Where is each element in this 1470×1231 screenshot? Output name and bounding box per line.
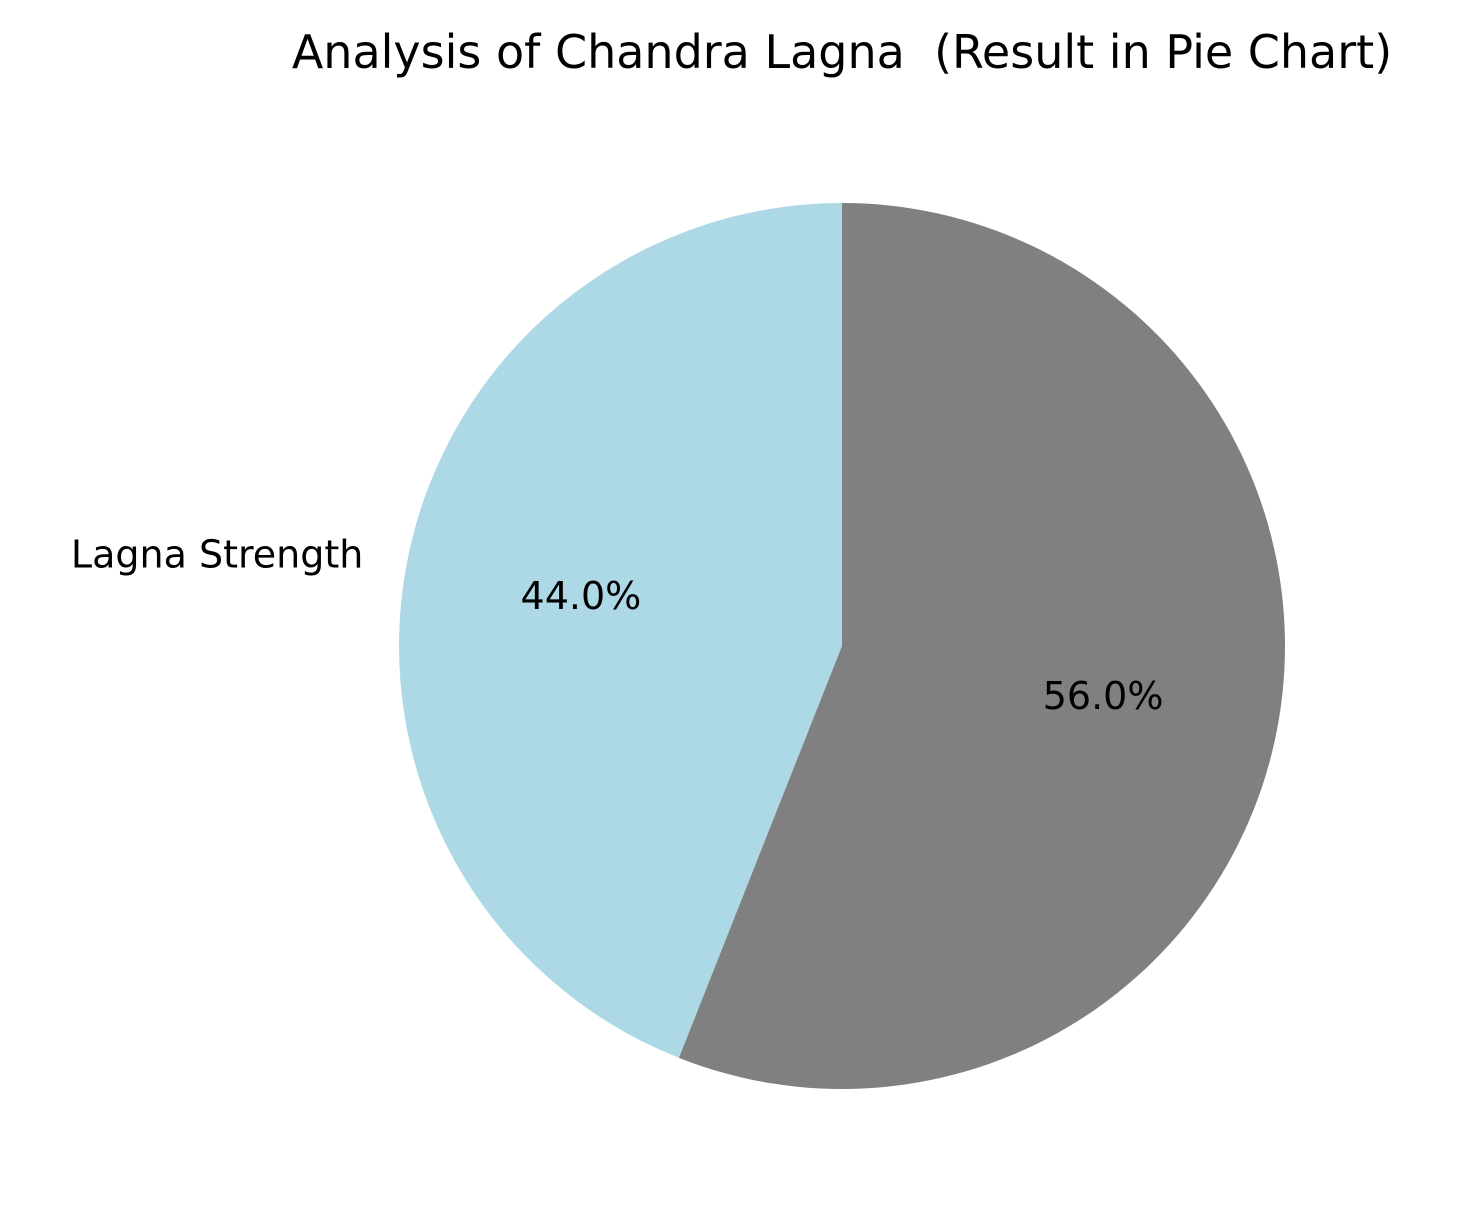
- pie-slice-0: [399, 203, 842, 1058]
- pie-slice-1: [678, 203, 1285, 1089]
- chart-title: Analysis of Chandra Lagna (Result in Pie…: [292, 25, 1392, 79]
- pie-percent-label-1: 56.0%: [1043, 674, 1164, 718]
- pie-labels: 44.0% Lagna Strength 56.0%: [71, 533, 1164, 718]
- pie-percent-label-0: 44.0%: [521, 574, 642, 618]
- pie-slices: [399, 203, 1285, 1089]
- pie-category-label-0: Lagna Strength: [71, 533, 363, 577]
